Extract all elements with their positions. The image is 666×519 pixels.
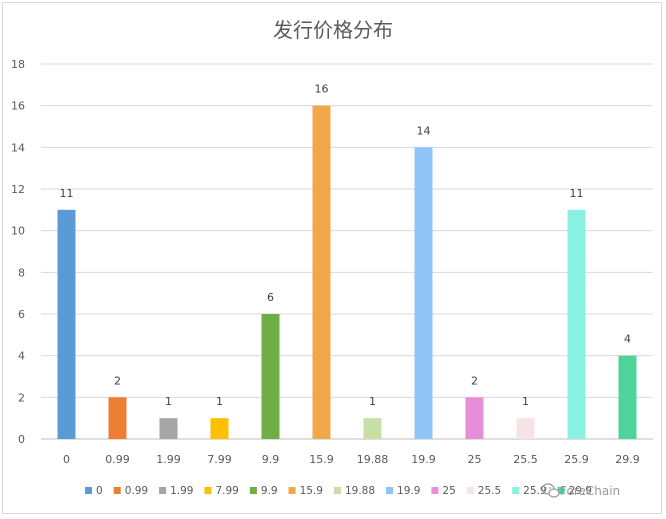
- data-label: 4: [624, 333, 631, 346]
- data-label: 1: [165, 395, 172, 408]
- x-tick-label: 0.99: [105, 453, 130, 466]
- x-tick-label: 25.5: [513, 453, 538, 466]
- legend-swatch: [512, 487, 520, 494]
- bar: [465, 397, 484, 439]
- watermark-text: ForeChain: [560, 484, 620, 498]
- legend: 0 0.99 1.99 7.99 9.9 15.9 19.88 19.9 25 25.5 25.9 2…: [85, 485, 592, 497]
- bar: [312, 105, 331, 440]
- y-tick-label: 4: [18, 350, 25, 363]
- legend-swatch: [466, 487, 474, 494]
- y-tick-label: 10: [11, 225, 25, 238]
- legend-swatch: [431, 487, 439, 494]
- chart-title: 发行价格分布: [273, 18, 393, 42]
- legend-entry: 25.5: [478, 485, 501, 497]
- legend-swatch: [113, 487, 121, 494]
- wechat-icon: [541, 483, 560, 498]
- bar: [363, 418, 382, 439]
- legend-swatch: [249, 487, 257, 494]
- y-tick-label: 16: [11, 100, 25, 113]
- bar: [567, 209, 586, 439]
- x-tick-label: 1.99: [156, 453, 181, 466]
- bar: [618, 355, 637, 439]
- x-tick-label: 7.99: [207, 453, 232, 466]
- bar: [108, 397, 127, 439]
- chart-frame: 发行价格分布 0 2 4 6 8 10 12 14 16 18 11 2 1 1 6 16 1 14 2 1 11 4 …: [2, 2, 662, 514]
- data-label: 11: [570, 187, 584, 200]
- legend-entry: 25.9: [523, 485, 546, 497]
- x-tick-label: 29.9: [615, 453, 640, 466]
- gridlines: [41, 63, 653, 440]
- y-tick-label: 2: [18, 391, 25, 404]
- legend-entry: 29.9: [569, 485, 592, 497]
- bar: [516, 418, 535, 439]
- legend-entry: 9.9: [261, 485, 278, 497]
- x-tick-label: 0: [63, 453, 70, 466]
- data-label: 1: [369, 395, 376, 408]
- legend-swatch: [557, 487, 565, 494]
- legend-entry: 7.99: [215, 485, 238, 497]
- legend-entry: 15.9: [300, 485, 323, 497]
- y-tick-label: 18: [11, 58, 25, 71]
- data-label: 6: [267, 291, 274, 304]
- legend-entry: 19.88: [345, 485, 375, 497]
- watermark: ForeChain: [541, 483, 620, 498]
- y-axis: 0 2 4 6 8 10 12 14 16 18: [11, 58, 25, 446]
- data-label: 1: [216, 395, 223, 408]
- bar: [414, 147, 433, 440]
- y-tick-label: 12: [11, 183, 25, 196]
- legend-swatch: [288, 487, 296, 494]
- x-tick-label: 9.9: [262, 453, 280, 466]
- y-tick-label: 8: [18, 266, 25, 279]
- data-label: 14: [417, 124, 431, 137]
- legend-entry: 0.99: [125, 485, 148, 497]
- bar: [159, 418, 178, 439]
- legend-entry: 25: [442, 485, 455, 497]
- x-tick-label: 19.9: [411, 453, 436, 466]
- data-label: 16: [315, 83, 329, 96]
- legend-swatch: [85, 487, 92, 494]
- legend-swatch: [333, 487, 341, 494]
- x-tick-label: 15.9: [309, 453, 334, 466]
- y-tick-label: 6: [18, 308, 25, 321]
- data-label: 11: [60, 187, 74, 200]
- bar: [57, 209, 76, 439]
- bars: [57, 105, 637, 440]
- y-tick-label: 14: [11, 141, 25, 154]
- bar: [261, 314, 280, 439]
- bar: [210, 418, 229, 439]
- x-tick-label: 25.9: [564, 453, 589, 466]
- data-label: 1: [522, 395, 529, 408]
- legend-entry: 1.99: [170, 485, 193, 497]
- x-tick-label: 19.88: [357, 453, 389, 466]
- legend-swatch: [159, 487, 167, 494]
- x-tick-label: 25: [468, 453, 482, 466]
- data-label: 2: [471, 374, 478, 387]
- data-label: 2: [114, 374, 121, 387]
- x-axis: 0 0.99 1.99 7.99 9.9 15.9 19.88 19.9 25 25.5 25.9 2…: [63, 453, 640, 466]
- legend-entry: 0: [96, 485, 103, 497]
- y-tick-label: 0: [18, 433, 25, 446]
- legend-swatch: [204, 487, 212, 494]
- legend-swatch: [386, 487, 394, 494]
- legend-entry: 19.9: [397, 485, 420, 497]
